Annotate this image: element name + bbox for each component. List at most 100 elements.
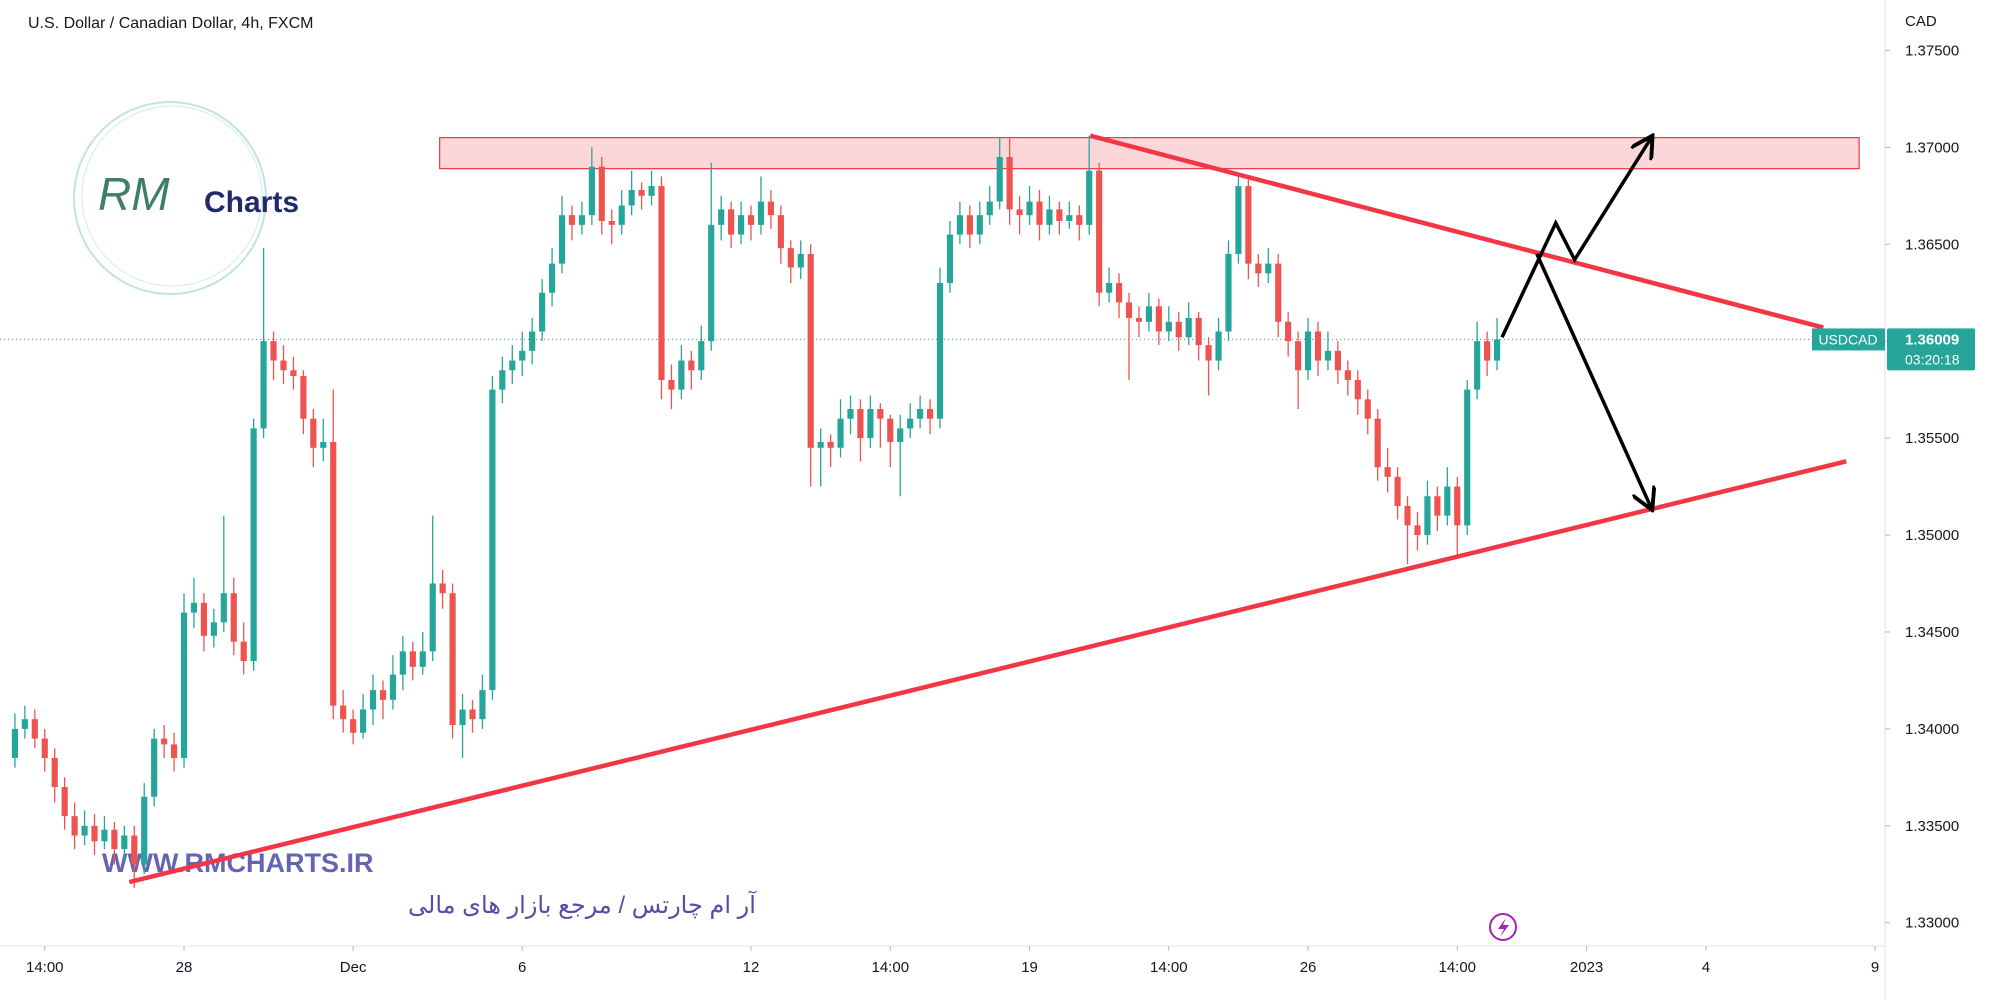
y-tick-label: 1.37000 — [1905, 139, 1959, 156]
candle-body — [1464, 389, 1471, 526]
x-tick-label: 2023 — [1570, 959, 1603, 976]
candle-body — [568, 215, 576, 225]
candle-body — [598, 166, 605, 221]
candle-body — [1454, 486, 1461, 526]
candle-body — [91, 825, 98, 842]
candle-body — [1394, 476, 1401, 506]
candle-body — [170, 744, 178, 758]
candle-body — [1215, 331, 1222, 361]
candle-body — [1036, 201, 1043, 225]
candle-body — [1414, 525, 1421, 536]
candle-body — [409, 651, 416, 667]
candle-body — [578, 215, 585, 225]
icon-ring — [1489, 913, 1517, 941]
candle-body — [499, 370, 506, 390]
candle-body — [240, 641, 247, 662]
candle-body — [708, 224, 715, 342]
candle-body — [479, 690, 486, 720]
candle-body — [787, 248, 794, 268]
candle-body — [1314, 331, 1322, 361]
candle-body — [1255, 263, 1262, 274]
y-tick-label: 1.33000 — [1905, 915, 1959, 932]
candle-body — [1076, 215, 1083, 225]
symbol-tag-bg — [1812, 328, 1885, 351]
x-tick-label: 14:00 — [1438, 959, 1476, 976]
candle-body — [976, 215, 983, 235]
candle-body — [21, 719, 28, 729]
candle-body — [1056, 209, 1063, 221]
candle-body — [678, 360, 685, 390]
candle-body — [628, 189, 635, 206]
x-tick-label: 9 — [1871, 959, 1879, 976]
logo-ring — [73, 101, 267, 295]
candle-body — [1374, 418, 1381, 468]
candle-body — [588, 166, 595, 216]
candle-body — [797, 253, 804, 268]
candle-body — [1265, 263, 1272, 274]
candle-body — [1135, 317, 1143, 322]
candle-body — [917, 409, 924, 419]
x-tick-label: 4 — [1702, 959, 1710, 976]
candle-body — [1404, 505, 1411, 526]
icon-bolt — [1498, 918, 1509, 937]
watermark-tagline: آر ام چارتس / مرجع بازار های مالی — [408, 890, 757, 919]
candle-body — [270, 341, 277, 361]
y-tick-label: 1.35500 — [1905, 430, 1959, 447]
candle-body — [807, 253, 814, 448]
candle-body — [290, 370, 297, 377]
candle-body — [1304, 331, 1312, 371]
candle-body — [459, 709, 466, 726]
candle-body — [1066, 215, 1073, 221]
candle-body — [509, 360, 516, 371]
candle-body — [469, 709, 476, 720]
candle-body — [449, 593, 456, 726]
candle-body — [1235, 186, 1242, 254]
candle-body — [1185, 317, 1192, 338]
candle-body — [548, 263, 556, 293]
y-tick-label: 1.34000 — [1905, 721, 1959, 738]
projection-arrow — [1500, 138, 1651, 339]
candle-body — [1424, 496, 1431, 536]
candle-body — [1195, 317, 1202, 346]
candle-body — [1354, 379, 1361, 400]
x-tick-label: 14:00 — [1150, 959, 1188, 976]
candle-body — [11, 728, 19, 758]
candle-body — [817, 441, 824, 448]
candle-body — [489, 389, 496, 691]
candle-body — [539, 292, 546, 332]
candle-body — [608, 220, 615, 225]
y-tick-label: 1.36500 — [1905, 236, 1959, 253]
logo: RM Charts — [73, 101, 299, 295]
candle-body — [757, 201, 765, 225]
candle-body — [936, 283, 944, 419]
lightning-icon — [1489, 913, 1517, 941]
candle-body — [648, 186, 655, 196]
candle-body — [1115, 283, 1123, 303]
logo-mark: RM — [98, 168, 170, 220]
y-tick-label: 1.37500 — [1905, 42, 1959, 59]
candle-body — [867, 409, 874, 439]
candle-body — [121, 835, 128, 850]
candle-body — [320, 441, 327, 448]
candle-body — [1016, 209, 1023, 216]
candle-body — [1125, 302, 1133, 318]
candle-body — [180, 612, 188, 758]
candle-body — [41, 738, 48, 758]
candle-body — [379, 690, 387, 700]
candle-body — [986, 201, 993, 216]
candle-body — [330, 441, 337, 706]
candle-body — [359, 709, 367, 733]
candle-body — [698, 341, 705, 371]
candle-body — [200, 602, 208, 636]
candle-body — [399, 651, 406, 675]
candle-body — [837, 418, 844, 448]
x-tick-label: Dec — [340, 959, 367, 976]
candle-body — [688, 360, 695, 371]
candle-body — [877, 409, 884, 419]
candle-body — [737, 215, 745, 235]
candle-body — [220, 593, 227, 623]
candle-body — [926, 409, 934, 419]
candle-body — [151, 738, 158, 797]
candle-body — [966, 215, 973, 235]
